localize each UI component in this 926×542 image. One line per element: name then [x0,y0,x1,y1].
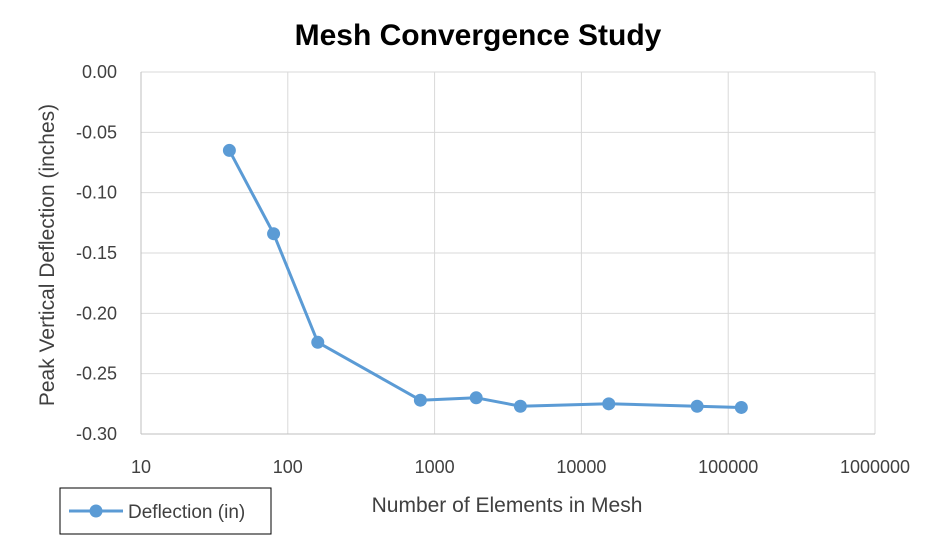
y-tick-labels: 0.00 -0.05 -0.10 -0.15 -0.20 -0.25 -0.30 [76,62,117,444]
axes [140,71,875,435]
data-point [267,227,281,241]
data-point [413,393,427,407]
data-point [734,400,748,414]
y-axis-label: Peak Vertical Deflection (inches) [36,104,59,406]
grid [141,72,876,434]
legend-marker-swatch [89,504,103,518]
y-tick-label: -0.15 [76,243,117,263]
data-point [513,399,527,413]
y-tick-label: 0.00 [82,62,117,82]
x-axis-label: Number of Elements in Mesh [372,494,643,517]
x-tick-label: 10 [131,457,151,477]
x-tick-label: 1000 [415,457,455,477]
plot-area [222,143,748,414]
x-tick-label: 100 [273,457,303,477]
data-point [602,397,616,411]
y-tick-label: -0.20 [76,303,117,323]
y-tick-label: -0.25 [76,364,117,384]
y-tick-label: -0.30 [76,424,117,444]
series-line [228,149,742,409]
data-point [469,391,483,405]
chart-title: Mesh Convergence Study [295,19,662,52]
x-tick-label: 1000000 [840,457,910,477]
data-point [222,143,236,157]
data-point [690,399,704,413]
legend: Deflection (in) [59,487,272,535]
legend-label: Deflection (in) [128,502,245,523]
y-tick-label: -0.10 [76,183,117,203]
y-tick-label: -0.05 [76,122,117,142]
data-point [311,335,325,349]
x-tick-labels: 10 100 1000 10000 100000 1000000 [131,457,910,477]
x-tick-label: 10000 [556,457,606,477]
x-tick-label: 100000 [698,457,758,477]
